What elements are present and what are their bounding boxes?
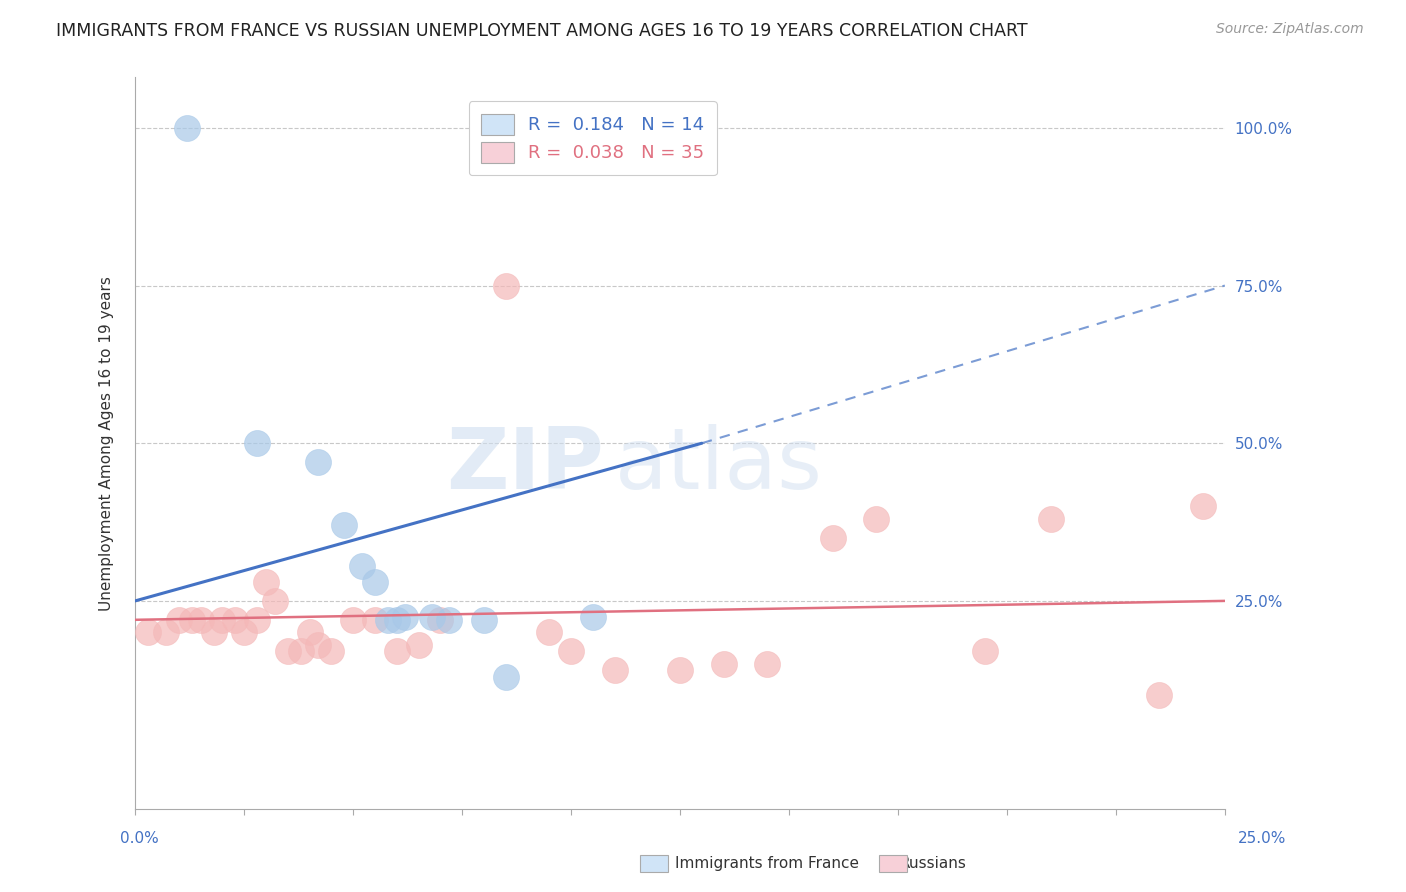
Text: Immigrants from France: Immigrants from France: [675, 856, 859, 871]
Point: [385, 613, 408, 627]
Point: [333, 518, 356, 533]
Legend: R =  0.184   N = 14, R =  0.038   N = 35: R = 0.184 N = 14, R = 0.038 N = 35: [468, 101, 717, 176]
Text: Source: ZipAtlas.com: Source: ZipAtlas.com: [1216, 22, 1364, 37]
Point: [307, 638, 329, 652]
Text: atlas: atlas: [614, 424, 823, 507]
Point: [254, 574, 277, 589]
Point: [756, 657, 779, 671]
Text: ZIP: ZIP: [446, 424, 603, 507]
Point: [246, 613, 269, 627]
Point: [211, 613, 233, 627]
Point: [603, 663, 626, 677]
Point: [246, 436, 269, 450]
Point: [821, 531, 844, 545]
Point: [538, 625, 561, 640]
Point: [377, 613, 399, 627]
Point: [290, 644, 312, 658]
Text: Russians: Russians: [900, 856, 967, 871]
Point: [176, 120, 198, 135]
Point: [408, 638, 430, 652]
Point: [560, 644, 582, 658]
Point: [669, 663, 692, 677]
Point: [1149, 689, 1171, 703]
Point: [224, 613, 246, 627]
Point: [495, 278, 517, 293]
Point: [364, 613, 387, 627]
Point: [582, 609, 605, 624]
Point: [233, 625, 256, 640]
Point: [437, 613, 460, 627]
Point: [307, 455, 329, 469]
Point: [190, 613, 212, 627]
Point: [1192, 500, 1215, 514]
Point: [263, 594, 285, 608]
Point: [429, 613, 451, 627]
Point: [420, 609, 443, 624]
Text: 0.0%: 0.0%: [120, 831, 159, 846]
Point: [495, 669, 517, 683]
Point: [136, 625, 159, 640]
Point: [394, 609, 416, 624]
Point: [1039, 512, 1062, 526]
Y-axis label: Unemployment Among Ages 16 to 19 years: Unemployment Among Ages 16 to 19 years: [100, 276, 114, 611]
Point: [202, 625, 225, 640]
Point: [277, 644, 299, 658]
Point: [713, 657, 735, 671]
Point: [385, 644, 408, 658]
Text: 25.0%: 25.0%: [1239, 831, 1286, 846]
Point: [180, 613, 202, 627]
Point: [342, 613, 364, 627]
Point: [155, 625, 177, 640]
Point: [865, 512, 887, 526]
Point: [321, 644, 343, 658]
Text: IMMIGRANTS FROM FRANCE VS RUSSIAN UNEMPLOYMENT AMONG AGES 16 TO 19 YEARS CORRELA: IMMIGRANTS FROM FRANCE VS RUSSIAN UNEMPL…: [56, 22, 1028, 40]
Point: [167, 613, 190, 627]
Point: [350, 559, 373, 574]
Point: [974, 644, 997, 658]
Point: [298, 625, 321, 640]
Point: [472, 613, 495, 627]
Point: [364, 574, 387, 589]
